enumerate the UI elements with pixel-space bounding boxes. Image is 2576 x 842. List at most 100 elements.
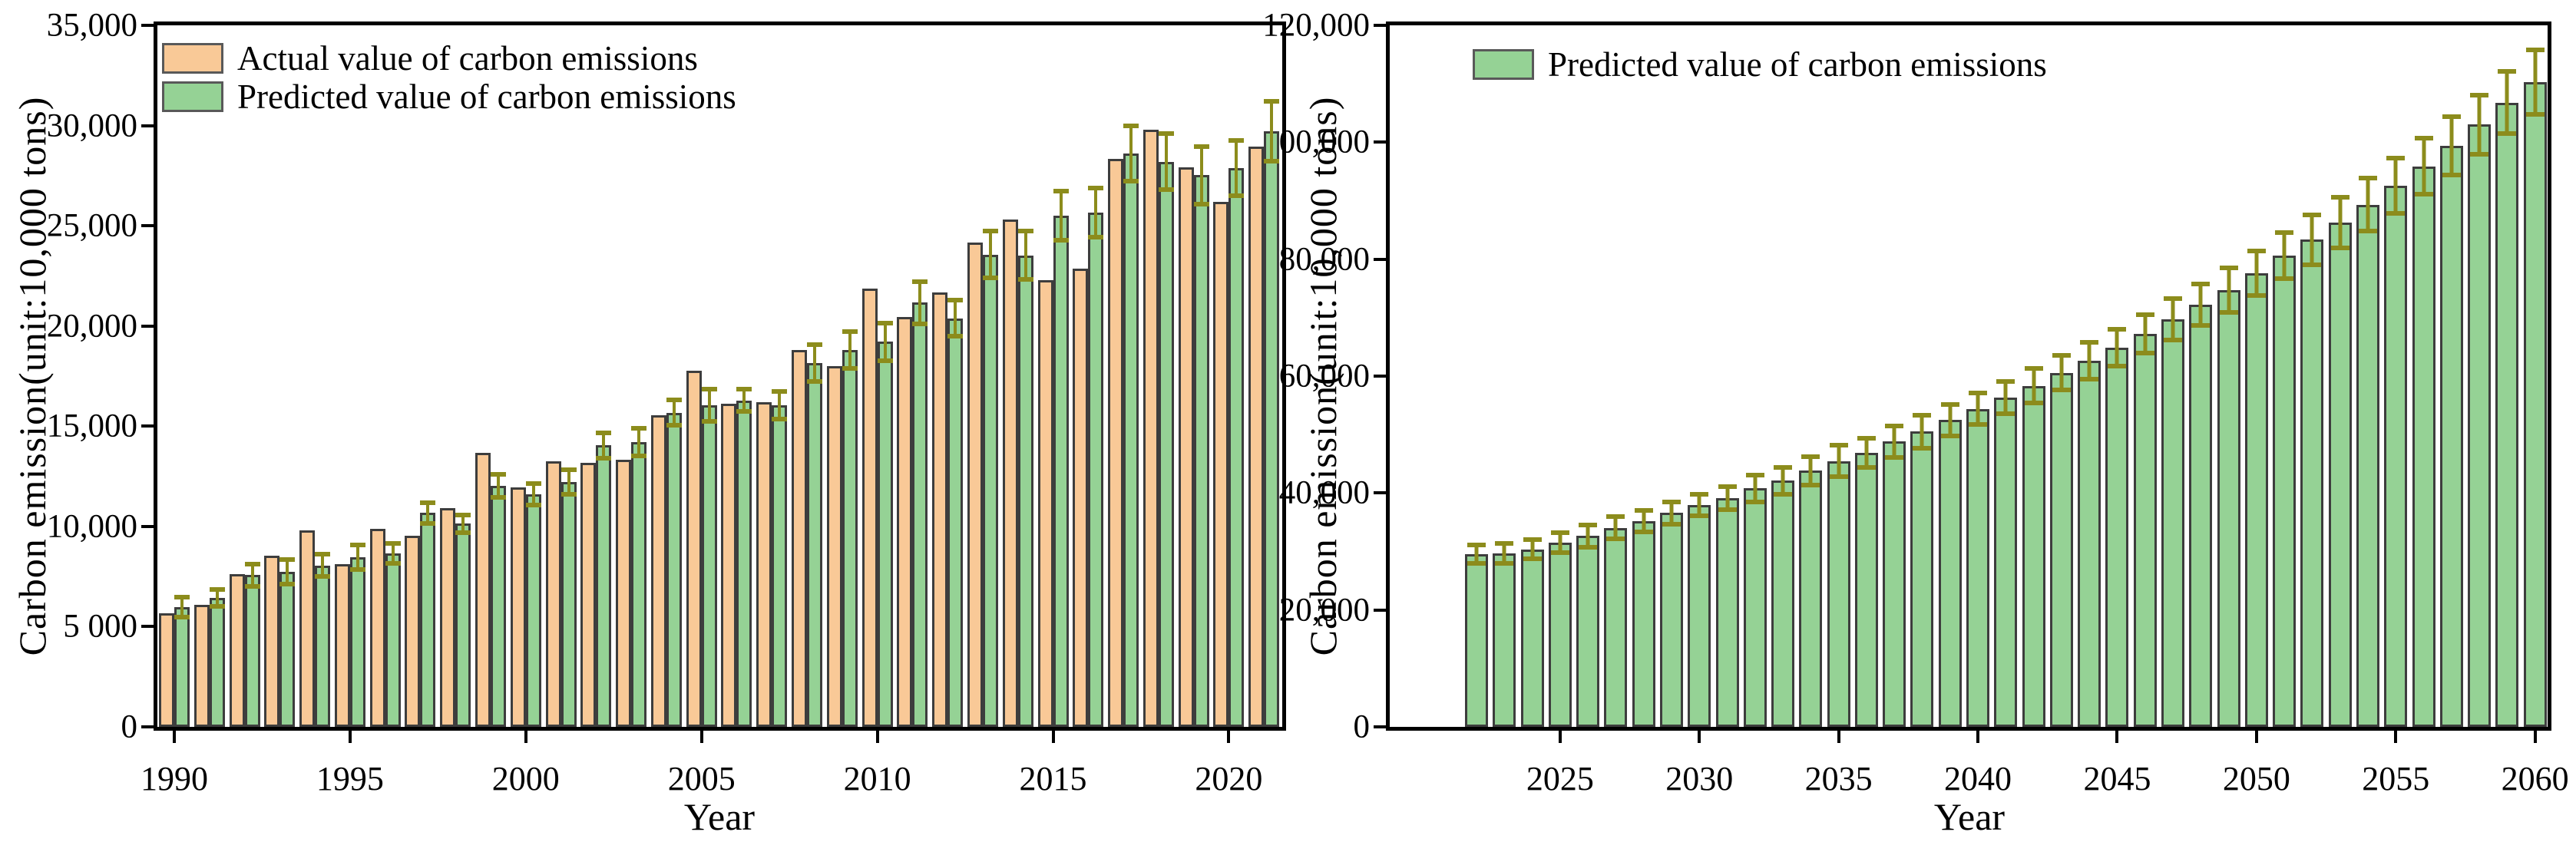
bar-predicted-2037 — [1883, 441, 1906, 727]
error-bar-stem — [1837, 443, 1841, 480]
error-bar-cap-bottom — [2358, 228, 2377, 233]
error-bar-2032 — [1745, 473, 1764, 504]
legend-label-predicted: Predicted value of carbon emissions — [1548, 45, 2047, 84]
error-bar-cap-bottom — [1718, 507, 1737, 513]
error-bar-cap-top — [1940, 401, 1959, 407]
error-bar-1990 — [174, 594, 190, 619]
error-bar-cap-top — [455, 513, 471, 518]
error-bar-cap-bottom — [807, 379, 823, 385]
error-bar-stem — [2282, 229, 2287, 282]
error-bar-stem — [954, 297, 957, 339]
error-bar-cap-bottom — [1745, 499, 1764, 504]
error-bar-stem — [1558, 530, 1562, 555]
y-tick-label: 100,000 — [1262, 124, 1370, 160]
error-bar-stem — [2393, 156, 2398, 216]
bar-predicted-2011 — [912, 302, 928, 727]
error-bar-2053 — [2330, 195, 2349, 250]
bar-predicted-1998 — [455, 523, 471, 727]
error-bar-cap-bottom — [1885, 454, 1904, 460]
error-bar-cap-top — [1467, 542, 1486, 547]
error-bar-1994 — [315, 552, 331, 579]
bar-actual-1997 — [405, 536, 421, 727]
y-tick-label: 20,000 — [1278, 592, 1370, 629]
x-tick-mark — [1837, 731, 1840, 743]
bar-predicted-1990 — [174, 606, 190, 727]
error-bar-cap-bottom — [1829, 474, 1848, 480]
bar-predicted-2030 — [1688, 505, 1711, 727]
bar-predicted-2044 — [2078, 360, 2101, 727]
error-bar-2046 — [2135, 312, 2154, 355]
bar-predicted-2056 — [2412, 166, 2435, 727]
error-bar-2028 — [1634, 508, 1653, 535]
error-bar-stem — [1669, 499, 1674, 527]
bar-actual-2021 — [1248, 147, 1265, 727]
y-tick-mark — [141, 725, 154, 728]
error-bar-stem — [2533, 48, 2538, 117]
error-bar-stem — [567, 467, 570, 497]
error-bar-cap-top — [315, 552, 331, 557]
x-tick-mark — [2533, 731, 2537, 743]
error-bar-cap-top — [2080, 340, 2099, 345]
bar-predicted-2031 — [1715, 498, 1739, 727]
bar-predicted-2054 — [2356, 204, 2379, 727]
error-bar-2033 — [1774, 464, 1793, 497]
error-bar-stem — [1199, 144, 1203, 206]
bar-predicted-1992 — [244, 575, 260, 727]
error-bar-stem — [2198, 281, 2203, 328]
error-bar-cap-bottom — [1690, 513, 1709, 519]
bar-predicted-2023 — [1493, 553, 1516, 727]
error-bar-2025 — [1550, 530, 1569, 555]
error-bar-2037 — [1885, 423, 1904, 460]
x-tick-label: 2020 — [1195, 760, 1263, 797]
error-bar-cap-bottom — [1228, 193, 1245, 198]
error-bar-cap-bottom — [315, 573, 331, 579]
error-bar-stem — [848, 329, 852, 371]
bar-actual-2018 — [1143, 130, 1159, 727]
x-axis-title: Year — [683, 795, 756, 838]
error-bar-cap-top — [982, 229, 998, 234]
y-tick-label: 120,000 — [1262, 7, 1370, 44]
error-bar-stem — [1502, 540, 1506, 566]
error-bar-cap-top — [2135, 312, 2154, 317]
bar-predicted-2019 — [1193, 175, 1209, 727]
legend-item-predicted: Predicted value of carbon emissions — [1473, 45, 2047, 84]
error-bar-2021 — [1264, 98, 1280, 163]
error-bar-cap-bottom — [209, 604, 225, 609]
error-bar-2017 — [1123, 123, 1139, 183]
error-bar-2002 — [596, 431, 612, 461]
bar-actual-2011 — [897, 317, 913, 727]
error-bar-cap-top — [1745, 473, 1764, 478]
error-bar-cap-bottom — [1940, 433, 1959, 438]
error-bar-cap-top — [1774, 464, 1793, 470]
error-bar-cap-top — [2330, 195, 2349, 200]
error-bar-stem — [2032, 366, 2036, 406]
error-bar-stem — [1129, 123, 1133, 183]
error-bar-2020 — [1228, 137, 1245, 198]
error-bar-stem — [426, 500, 430, 527]
error-bar-cap-top — [244, 561, 260, 566]
error-bar-cap-bottom — [244, 583, 260, 589]
error-bar-1999 — [491, 472, 507, 500]
bar-predicted-2009 — [842, 350, 858, 727]
error-bar-stem — [707, 386, 711, 424]
error-bar-cap-bottom — [1193, 201, 1209, 206]
bar-predicted-1999 — [491, 486, 507, 727]
error-bar-stem — [2477, 92, 2482, 157]
error-bar-cap-top — [2414, 136, 2433, 141]
error-bar-cap-bottom — [2108, 363, 2127, 368]
bar-predicted-2049 — [2217, 289, 2240, 727]
error-bar-2056 — [2414, 136, 2433, 197]
error-bar-2059 — [2498, 69, 2517, 137]
bar-predicted-2022 — [1465, 553, 1488, 727]
x-tick-mark — [1976, 731, 1980, 743]
error-bar-cap-bottom — [2442, 173, 2461, 178]
error-bar-cap-bottom — [2414, 192, 2433, 197]
bar-predicted-1994 — [315, 565, 331, 727]
error-bar-cap-top — [1718, 484, 1737, 489]
error-bar-cap-top — [349, 542, 365, 547]
legend-swatch-predicted — [1473, 49, 1534, 80]
error-bar-cap-bottom — [2498, 131, 2517, 137]
error-bar-cap-top — [2275, 229, 2294, 235]
error-bar-2045 — [2108, 326, 2127, 368]
error-bar-cap-top — [912, 279, 928, 284]
